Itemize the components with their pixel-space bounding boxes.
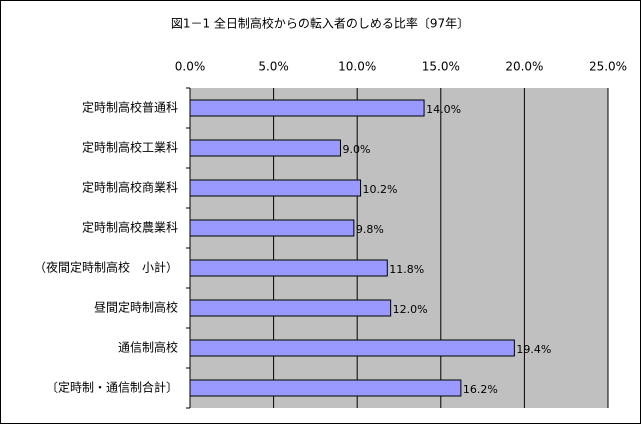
y-tick-label: 定時制高校工業科 [82,140,178,155]
value-label: 9.8% [356,223,384,236]
y-tick-label: 通信制高校 [118,340,178,355]
y-tick-label: 定時制高校商業科 [82,180,178,195]
chart-title: 図1－1 全日制高校からの転入者のしめる比率〔97年〕 [171,16,469,31]
bar [189,259,388,277]
bar [189,99,425,117]
bar [189,339,515,357]
bar [189,179,362,197]
value-label: 10.2% [363,183,398,196]
y-tick-label: 昼間定時制高校 [94,300,178,315]
bar [189,379,462,397]
y-tick-label: （夜間定時制高校 小計） [34,260,178,275]
y-tick-label: 〔定時制・通信制合計〕 [46,380,178,395]
plot-area [190,88,608,408]
bar [189,139,341,157]
x-tick-label: 0.0% [175,60,206,74]
value-label: 12.0% [393,303,428,316]
value-label: 14.0% [426,103,461,116]
value-label: 16.2% [463,383,498,396]
value-label: 11.8% [389,263,424,276]
x-tick-label: 25.0% [589,60,627,74]
bar [189,299,392,317]
y-tick-label: 定時制高校普通科 [82,100,178,115]
value-label: 9.0% [342,143,370,156]
x-tick-label: 20.0% [505,60,543,74]
x-tick-label: 5.0% [258,60,289,74]
value-label: 19.4% [516,343,551,356]
x-tick-label: 10.0% [338,60,376,74]
y-tick-label: 定時制高校農業科 [82,220,178,235]
x-tick-label: 15.0% [422,60,460,74]
bar [189,219,355,237]
